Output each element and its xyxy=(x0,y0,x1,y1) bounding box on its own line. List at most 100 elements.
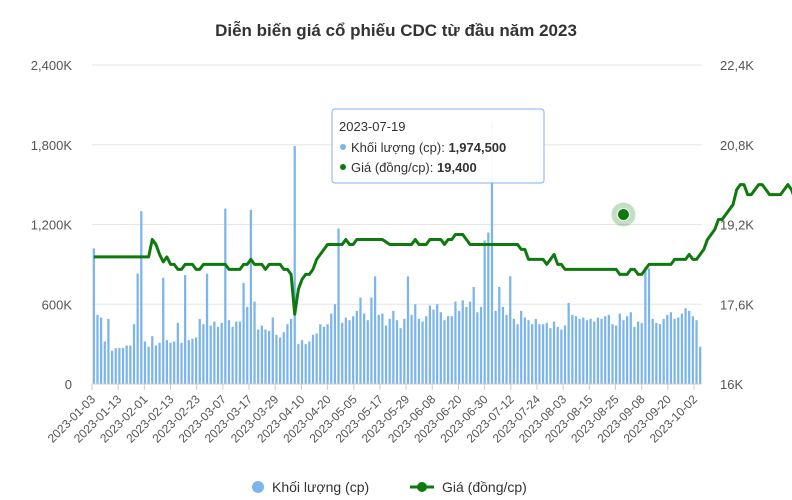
volume-bar xyxy=(143,341,147,384)
tooltip: 2023-07-19 Khối lượng (cp): 1,974,500 Gi… xyxy=(331,108,545,184)
volume-bar xyxy=(220,322,223,384)
volume-bar xyxy=(640,322,643,384)
volume-bar xyxy=(673,318,676,384)
volume-bar xyxy=(322,326,326,384)
volume-bar xyxy=(315,333,318,384)
volume-bar xyxy=(531,324,534,384)
volume-bar xyxy=(636,321,640,384)
volume-bar xyxy=(589,318,592,384)
hover-point xyxy=(616,208,630,222)
volume-bar xyxy=(173,341,176,384)
volume-bar xyxy=(249,209,253,384)
volume-bar xyxy=(556,326,559,384)
volume-bar xyxy=(202,324,205,384)
volume-bar xyxy=(625,316,629,384)
volume-bar xyxy=(523,317,526,384)
volume-bar xyxy=(205,273,209,384)
volume-bar xyxy=(209,325,212,384)
volume-bar xyxy=(96,314,99,384)
volume-bar xyxy=(388,318,391,384)
volume-bar xyxy=(615,325,618,384)
volume-bar xyxy=(498,286,501,384)
volume-bar xyxy=(125,345,128,384)
volume-bar xyxy=(110,350,114,384)
volume-bar xyxy=(436,304,439,384)
volume-bar xyxy=(286,324,289,384)
volume-bar xyxy=(359,297,362,384)
volume-bar xyxy=(194,337,198,384)
volume-bar xyxy=(607,314,610,384)
volume-bar xyxy=(268,330,271,384)
volume-bar xyxy=(198,318,201,384)
legend-item-price[interactable]: Giá (đồng/cp) xyxy=(410,479,527,495)
tooltip-volume-label: Khối lượng (cp): xyxy=(351,140,448,155)
hover-marker xyxy=(611,202,636,227)
volume-bar xyxy=(695,320,698,384)
volume-bar xyxy=(238,321,242,384)
volume-bar xyxy=(691,316,694,384)
volume-bar xyxy=(447,316,450,384)
volume-bar xyxy=(403,318,406,384)
volume-bar xyxy=(534,318,537,384)
volume-bar xyxy=(629,312,632,384)
volume-bar xyxy=(596,317,600,384)
volume-bar xyxy=(501,306,505,384)
legend-volume-swatch xyxy=(252,481,264,493)
volume-bar xyxy=(487,232,490,384)
volume-bar xyxy=(662,318,665,384)
volume-bar xyxy=(282,332,285,384)
volume-bar xyxy=(571,314,574,384)
volume-bar xyxy=(377,314,380,384)
tooltip-price-value: 19,400 xyxy=(437,160,477,175)
volume-bar xyxy=(538,324,541,384)
volume-bar xyxy=(395,320,399,384)
volume-bar xyxy=(520,310,523,384)
volume-bar xyxy=(527,320,530,384)
volume-bar xyxy=(611,324,614,384)
volume-bar xyxy=(384,325,388,384)
volume-bar xyxy=(246,306,249,384)
volume-bar xyxy=(465,306,468,384)
legend-item-volume[interactable]: Khối lượng (cp) xyxy=(252,479,369,495)
tooltip-price-label: Giá (đồng/cp): xyxy=(351,160,437,175)
x-axis: 2023-01-032023-01-132023-02-012023-02-13… xyxy=(45,383,702,446)
volume-bar xyxy=(450,316,453,384)
tooltip-box xyxy=(331,108,545,184)
volume-bar xyxy=(655,322,658,384)
volume-bar xyxy=(552,321,556,384)
volume-bar xyxy=(293,146,296,384)
volume-bar xyxy=(213,321,216,384)
volume-bar xyxy=(381,313,384,384)
y-left-tick-label: 1,800K xyxy=(31,138,73,153)
y-right-tick-label: 19,2K xyxy=(720,218,754,233)
volume-bar xyxy=(235,321,238,384)
volume-bar xyxy=(574,316,578,384)
y-axis-right: 16K 17,6K 19,2K 20,8K 22,4K xyxy=(720,58,754,392)
volume-bar xyxy=(633,326,636,384)
volume-bar xyxy=(242,282,245,384)
volume-bar xyxy=(337,228,340,384)
volume-bar xyxy=(549,328,552,384)
volume-bar xyxy=(479,306,483,384)
volume-bar xyxy=(432,309,435,384)
volume-bar xyxy=(118,348,121,384)
volume-bar xyxy=(92,248,95,384)
volume-bar xyxy=(158,342,161,384)
volume-bar xyxy=(567,302,570,384)
volume-bar xyxy=(184,275,187,384)
volume-bar xyxy=(505,314,508,384)
volume-bar xyxy=(107,318,110,384)
volume-bar xyxy=(454,301,457,384)
volume-bar xyxy=(121,348,125,384)
volume-bar xyxy=(699,346,702,384)
volume-bar xyxy=(578,318,581,384)
volume-bar xyxy=(658,324,662,384)
volume-bar xyxy=(417,318,421,384)
volume-bar xyxy=(129,345,132,384)
volume-bar xyxy=(399,328,402,384)
volume-bar xyxy=(319,324,322,384)
volume-bar xyxy=(362,313,366,384)
legend-volume-label: Khối lượng (cp) xyxy=(272,479,369,495)
volume-bar xyxy=(341,322,344,384)
y-right-tick-label: 20,8K xyxy=(720,138,754,153)
